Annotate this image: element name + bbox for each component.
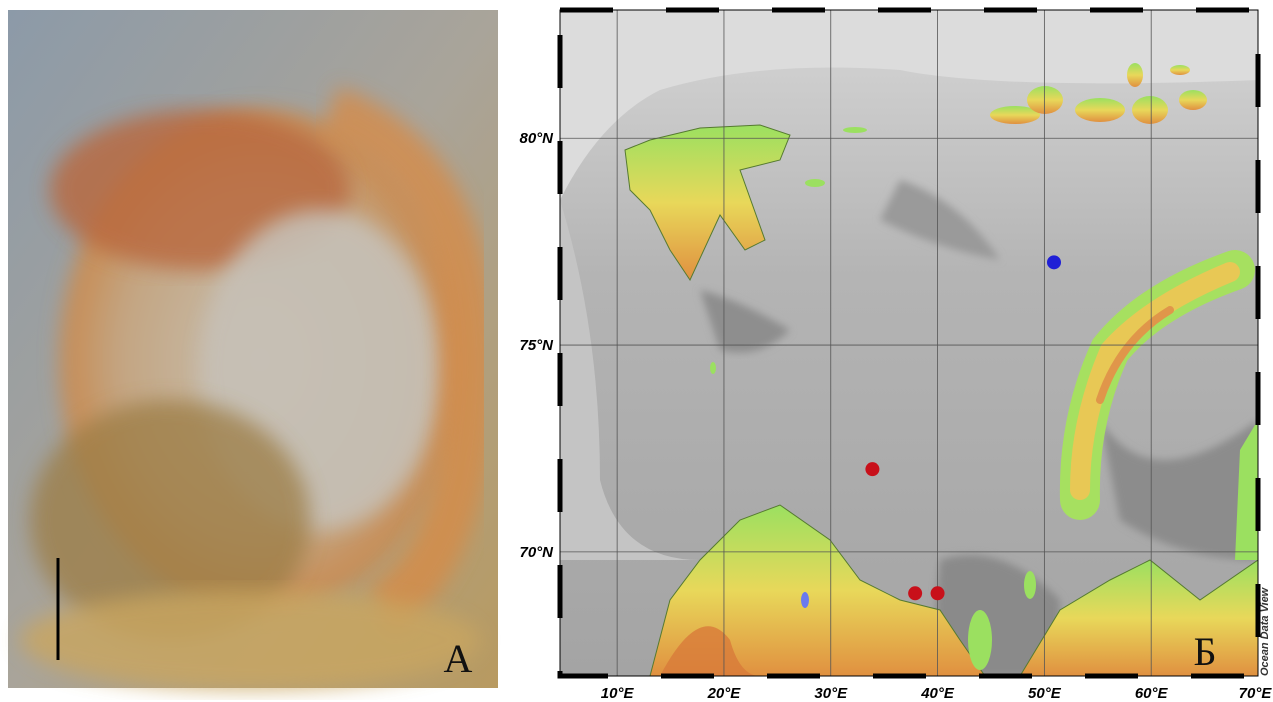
panel-label: А — [444, 636, 473, 681]
photo: А — [8, 10, 498, 690]
lon-tick-label: 50°E — [1028, 685, 1062, 702]
station — [931, 586, 945, 600]
lat-tick-label: 75°N — [519, 337, 554, 354]
panel-label: Б — [1194, 629, 1217, 674]
lon-tick-label: 40°E — [920, 685, 955, 702]
lon-tick-label: 30°E — [814, 685, 848, 702]
station — [1047, 255, 1061, 269]
lat-tick-label: 80°N — [519, 130, 554, 147]
lon-tick-label: 60°E — [1135, 685, 1169, 702]
lat-tick-label: 70°N — [519, 544, 554, 561]
lon-tick-label: 20°E — [707, 685, 742, 702]
station — [908, 586, 922, 600]
lon-tick-label: 70°E — [1239, 685, 1273, 702]
credit: Ocean Data View — [1259, 586, 1271, 676]
station — [865, 462, 879, 476]
figure: А — [0, 0, 1273, 702]
lon-tick-label: 10°E — [601, 685, 635, 702]
map: Б Ocean Data View — [560, 10, 1271, 676]
